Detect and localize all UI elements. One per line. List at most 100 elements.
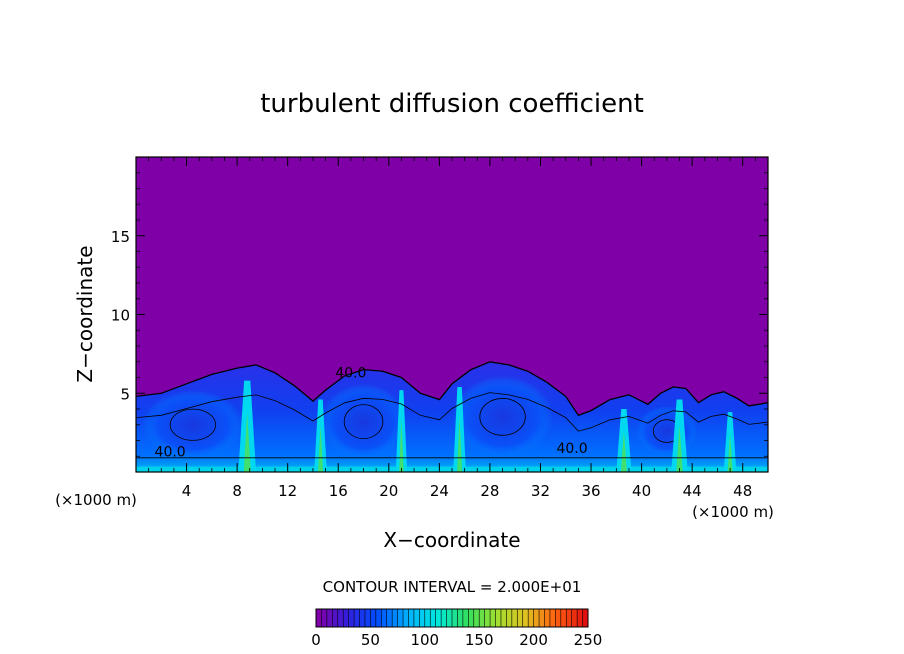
boundary-layer-contour xyxy=(136,361,768,417)
colorbar-cell xyxy=(413,609,420,627)
colorbar-cell xyxy=(566,609,572,627)
colorbar: 0 50 100 150 200 250 xyxy=(311,608,603,649)
colorbar-tick-label-0: 0 xyxy=(311,631,321,649)
inner-contour xyxy=(136,392,768,432)
colorbar-cell xyxy=(577,609,583,627)
colorbar-cell xyxy=(321,609,328,627)
colorbar-cell xyxy=(582,609,589,627)
colorbar-cell xyxy=(386,609,393,627)
colorbar-cell xyxy=(452,609,458,627)
y-tick-label-1: 10 xyxy=(111,307,130,325)
colorbar-cell xyxy=(484,609,491,627)
x-axis-label: X−coordinate xyxy=(383,528,520,552)
colorbar-cell xyxy=(375,609,382,627)
x-tick-label-11: 48 xyxy=(733,482,752,500)
colorbar-cell xyxy=(560,609,567,627)
x-tick-label-4: 20 xyxy=(379,482,398,500)
plume-core-2 xyxy=(399,418,404,472)
colorbar-tick-label-5: 250 xyxy=(574,631,603,649)
eddy-core-1 xyxy=(320,383,407,460)
contour-label-1: 40.0 xyxy=(556,441,587,457)
eddy-contour-1 xyxy=(343,404,384,440)
colorbar-cell xyxy=(468,609,475,627)
colorbar-cell xyxy=(397,609,404,627)
colorbar-tick-label-3: 150 xyxy=(465,631,494,649)
y-tick-label-0: 5 xyxy=(120,385,130,403)
x-tick-label-2: 12 xyxy=(278,482,297,500)
colorbar-cell xyxy=(500,609,507,627)
colorbar-cell xyxy=(424,609,431,627)
colorbar-cell xyxy=(359,609,366,627)
colorbar-tick-label-4: 200 xyxy=(519,631,548,649)
contour-interval-text: CONTOUR INTERVAL = 2.000E+01 xyxy=(323,578,582,596)
colorbar-tick-label-2: 100 xyxy=(410,631,439,649)
x-tick-label-10: 44 xyxy=(683,482,702,500)
colorbar-cell xyxy=(364,609,371,627)
colorbar-cell xyxy=(533,609,540,627)
colorbar-cell xyxy=(522,609,529,627)
colorbar-cell xyxy=(571,609,578,627)
eddy-contour-2 xyxy=(479,398,526,436)
plume-core-1 xyxy=(318,424,324,472)
colorbar-cell xyxy=(511,609,518,627)
colorbar-cell xyxy=(370,609,377,627)
colorbar-cell xyxy=(555,609,562,627)
x-tick-label-7: 32 xyxy=(531,482,550,500)
colorbar-cell xyxy=(528,609,534,627)
colorbar-cell xyxy=(332,609,339,627)
x-tick-label-5: 24 xyxy=(430,482,449,500)
plume-core-5 xyxy=(676,424,683,472)
x-tick-label-0: 4 xyxy=(182,482,192,500)
chart-title: turbulent diffusion coefficient xyxy=(260,89,644,119)
colorbar-cell xyxy=(348,609,355,627)
colorbar-cell xyxy=(343,609,349,627)
x-unit-right: (×1000 m) xyxy=(692,503,774,521)
colorbar-cell xyxy=(446,609,453,627)
colorbar-frame xyxy=(315,608,589,628)
x-unit-left: (×1000 m) xyxy=(55,491,137,509)
colorbar-cell xyxy=(549,609,556,627)
colorbar-cell xyxy=(517,609,524,627)
colorbar-cell xyxy=(495,609,502,627)
colorbar-cell xyxy=(506,609,513,627)
colorbar-cell xyxy=(441,609,447,627)
contour-label-0: 40.0 xyxy=(335,366,366,382)
plume-core-6 xyxy=(727,433,733,472)
plume-core-4 xyxy=(620,431,627,472)
x-tick-label-8: 36 xyxy=(581,482,600,500)
y-tick-label-2: 15 xyxy=(111,228,130,246)
colorbar-tick-label-1: 50 xyxy=(361,631,380,649)
colorbar-cell xyxy=(473,609,480,627)
x-tick-label-6: 28 xyxy=(480,482,499,500)
colorbar-cell xyxy=(539,609,545,627)
eddy-contour-0 xyxy=(169,408,217,441)
colorbar-cell xyxy=(408,609,415,627)
contour-label-2: 40.0 xyxy=(155,444,186,460)
colorbar-cell xyxy=(462,609,469,627)
x-tick-label-9: 40 xyxy=(632,482,651,500)
colorbar-cell xyxy=(435,609,442,627)
colorbar-cell xyxy=(457,609,464,627)
y-axis-label: Z−coordinate xyxy=(73,245,97,382)
colorbar-cell xyxy=(392,609,398,627)
eddy-core-2 xyxy=(452,375,554,458)
colorbar-cell xyxy=(490,609,496,627)
colorbar-cell xyxy=(430,609,436,627)
colorbar-cell xyxy=(381,609,388,627)
plume-core-0 xyxy=(243,412,251,472)
boundary-layer-region xyxy=(136,361,768,472)
colorbar-cell xyxy=(337,609,344,627)
colorbar-cell xyxy=(544,609,551,627)
colorbar-cell xyxy=(316,609,322,627)
colorbar-cell xyxy=(354,609,360,627)
colorbar-cell xyxy=(419,609,426,627)
colorbar-cell xyxy=(326,609,333,627)
colorbar-cell xyxy=(403,609,409,627)
colorbar-cell xyxy=(479,609,485,627)
eddy-core-0 xyxy=(142,390,244,460)
x-tick-label-1: 8 xyxy=(232,482,242,500)
x-tick-label-3: 16 xyxy=(329,482,348,500)
